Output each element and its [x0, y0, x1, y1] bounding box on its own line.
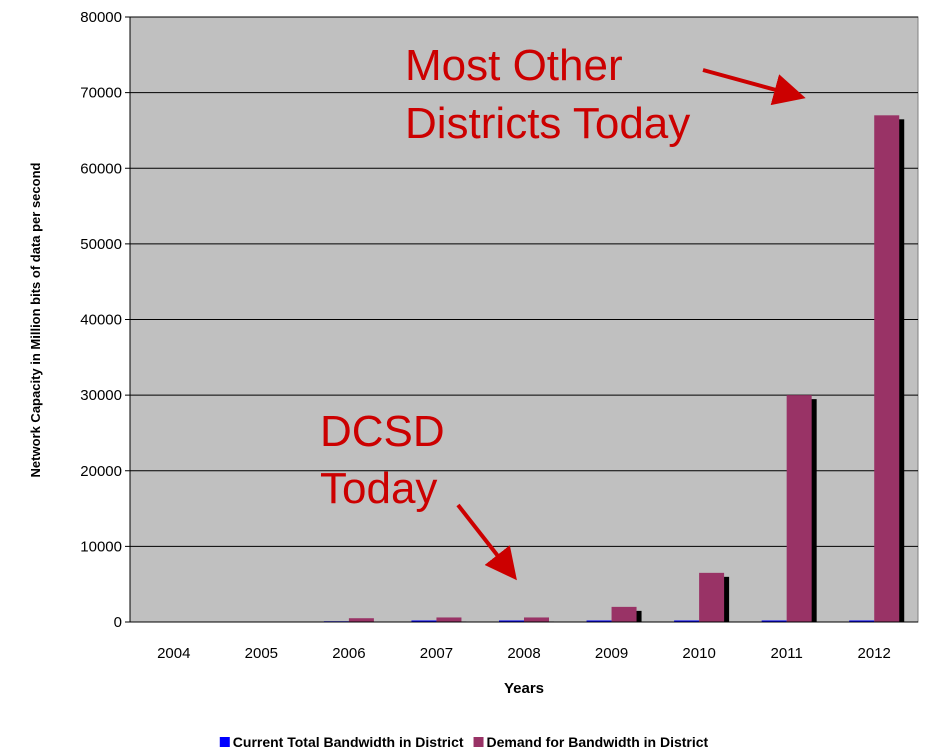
bar	[586, 620, 612, 622]
bar	[786, 395, 812, 622]
y-tick-label: 10000	[80, 538, 122, 555]
legend-label: Demand for Bandwidth in District	[487, 734, 709, 750]
bar	[874, 115, 900, 622]
x-axis-label: Years	[504, 680, 544, 697]
y-tick-label: 0	[114, 614, 122, 631]
bar	[524, 617, 549, 622]
bar	[611, 606, 637, 622]
y-tick-label: 30000	[80, 387, 122, 404]
bar	[411, 620, 437, 622]
y-axis-label: Network Capacity in Million bits of data…	[28, 162, 43, 477]
y-tick-label: 40000	[80, 312, 122, 329]
bar	[499, 620, 524, 622]
x-tick-label: 2009	[595, 645, 628, 662]
legend: Current Total Bandwidth in District Deman…	[219, 734, 709, 750]
annotation: Most Other	[405, 41, 623, 90]
x-tick-label: 2010	[682, 645, 715, 662]
annotation: DCSD	[320, 407, 445, 456]
annotation-arrow	[702, 68, 806, 106]
bar	[849, 620, 875, 622]
y-tick-label: 60000	[80, 160, 122, 177]
x-tick-label: 2007	[420, 645, 453, 662]
y-tick-label: 80000	[80, 9, 122, 26]
y-tick-label: 20000	[80, 463, 122, 480]
legend-swatch	[473, 737, 484, 747]
annotation-arrow	[456, 503, 517, 581]
annotation: Districts Today	[405, 99, 690, 148]
y-tick-label: 50000	[80, 236, 122, 253]
y-tick-label: 70000	[80, 85, 122, 102]
bar	[348, 618, 374, 622]
x-tick-label: 2008	[507, 645, 540, 662]
bar	[699, 572, 725, 622]
bar	[436, 617, 462, 622]
legend-swatch	[219, 737, 230, 747]
bar	[761, 620, 787, 622]
x-tick-label: 2012	[858, 645, 891, 662]
x-tick-label: 2004	[157, 645, 190, 662]
annotation: Today	[320, 464, 437, 513]
x-tick-label: 2011	[771, 645, 803, 662]
x-tick-label: 2005	[245, 645, 278, 662]
bar	[674, 620, 700, 622]
legend-label: Current Total Bandwidth in District	[233, 734, 464, 750]
x-tick-label: 2006	[332, 645, 365, 662]
